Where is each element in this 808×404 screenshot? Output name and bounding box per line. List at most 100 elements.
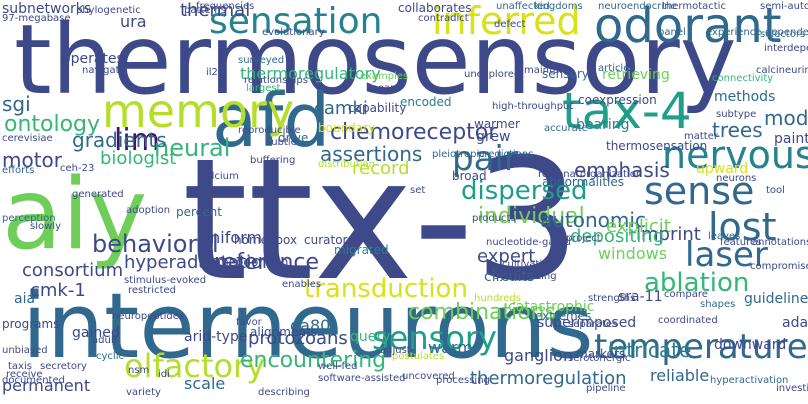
word-regional: predictions xyxy=(478,149,534,160)
word-thermosensation: coexpression xyxy=(578,93,657,107)
word-paint: retrieving xyxy=(602,67,670,83)
word-tax-4: tax-4 xyxy=(562,82,692,140)
word-nsm: secretory xyxy=(40,361,87,372)
word-memory: memory xyxy=(102,84,295,138)
word-tool: restricted xyxy=(128,285,176,296)
word-selectors: compare xyxy=(664,289,708,300)
word-cerevisiae: panel xyxy=(658,27,686,38)
word-aia: cmk-1 xyxy=(30,280,86,301)
word-subnetworks: programs xyxy=(2,317,60,331)
word-interdependence: article xyxy=(598,63,630,74)
word-taxis: unbiased xyxy=(2,345,48,356)
word-afd: afd xyxy=(212,78,331,164)
word-navigate: neurons xyxy=(716,173,757,184)
word-scale: intricate xyxy=(608,338,692,362)
word-shapes: serotonergic xyxy=(568,353,631,364)
word-compare: adult xyxy=(92,335,118,346)
word-cultivation: reproducible xyxy=(238,125,301,136)
word-accurate: cyclic xyxy=(96,351,124,362)
word-aiy: aiy xyxy=(2,158,148,272)
word-arid-type: ganglion xyxy=(504,346,574,365)
word-compact: pipeline xyxy=(586,383,626,394)
word-serotonergic: postulates xyxy=(392,351,445,362)
word-adjust: coordinated xyxy=(658,315,718,326)
word-adult: adjust xyxy=(380,345,411,356)
word-kingdoms: semi-automated xyxy=(760,1,808,12)
word-postulates: software-assisted xyxy=(318,373,406,384)
word-interneurons: interneurons xyxy=(22,274,594,379)
word-homeobox: broad xyxy=(452,169,487,183)
word-superimposed: windows xyxy=(598,244,668,263)
word-methods: subnetworks xyxy=(2,1,92,17)
word-pipeline: matter xyxy=(684,131,718,142)
word-semi-automated: frequencies xyxy=(196,1,255,12)
word-well-fed: neuropeptides xyxy=(112,311,185,322)
word-circuits: warm xyxy=(428,338,473,357)
word-thermoregulatory: upward xyxy=(696,161,749,177)
word-lost: lost xyxy=(708,205,777,249)
word-permanent: protozoans xyxy=(248,328,348,349)
word-defect: regional xyxy=(538,169,579,180)
word-features: calcineurin xyxy=(756,65,808,76)
word-relationships: interdependence xyxy=(764,43,808,54)
word-programs: alignments xyxy=(250,325,317,339)
word-ganglion: sra-11 xyxy=(618,289,663,305)
word-retrieving: ura xyxy=(120,12,147,31)
word-97-megabase: operates xyxy=(62,51,124,67)
word-high-throughput: enables xyxy=(282,279,322,290)
word-explicit: trees xyxy=(712,118,763,142)
word-nucleotide-gated: distribution xyxy=(318,159,375,170)
word-percent: downward xyxy=(714,337,787,353)
word-sensation: sensation xyxy=(209,1,383,42)
word-enables: features xyxy=(720,237,762,248)
word-reproducible: migrated xyxy=(334,243,389,257)
word-assertions: chemoreceptor xyxy=(330,120,498,145)
word-broad: thermoregulatory xyxy=(240,64,381,83)
word-temperature: temperature xyxy=(594,327,808,367)
word-transduction: transduction xyxy=(304,274,468,304)
word-investigate: shapes xyxy=(700,299,736,310)
word-neuropeptides: idi xyxy=(158,369,170,380)
word-subtype: investigate xyxy=(776,383,808,394)
word-describing: variety xyxy=(126,387,161,398)
word-guidelines: sensory xyxy=(542,67,589,81)
word-grew: paint xyxy=(774,131,808,147)
word-stimulus-evoked: nucleotide-gated xyxy=(486,237,571,248)
word-gradients: ontology xyxy=(4,112,101,137)
word-slowly: buffering xyxy=(250,155,296,166)
word-leaves: subtype xyxy=(716,109,757,120)
word-evolutionary: patterns xyxy=(184,5,226,16)
word-reference: reference xyxy=(214,250,320,275)
word-surveyed: connectivity xyxy=(712,73,774,84)
word-behavioral: behavioral xyxy=(92,230,219,258)
word-collaborates: homeodomain xyxy=(202,255,289,269)
word-phylogenetic: navigate xyxy=(82,65,126,76)
word-record: imprint xyxy=(636,224,701,245)
word-sensory-large: sensory xyxy=(372,319,497,357)
word-calcium: experience-dependent xyxy=(706,27,808,38)
word-camki: thermal xyxy=(180,0,251,21)
word-coexpression: guidelines xyxy=(744,291,808,307)
word-modalities: autonomic xyxy=(540,208,646,232)
word-olfactory: olfactory xyxy=(124,347,266,385)
word-distribution: encoded xyxy=(400,95,452,109)
word-set: receive xyxy=(6,369,43,380)
word-building: collaborates xyxy=(398,1,472,15)
word-consortium: consortium xyxy=(22,260,124,281)
word-alignments: scale xyxy=(184,374,226,393)
word-upward: markers xyxy=(576,347,626,361)
word-unaffected: neuroendocrine xyxy=(598,1,677,12)
word-favor: separates xyxy=(568,319,618,330)
word-experience-dependent: evolutionary xyxy=(262,27,325,38)
word-neuroendocrine: thermotactic xyxy=(662,1,726,12)
word-combinations: combinations xyxy=(408,300,557,325)
word-secretory: documented xyxy=(2,375,65,386)
word-restricted: project xyxy=(566,233,601,244)
word-documented: efforts xyxy=(2,165,35,176)
word-ura: gained xyxy=(72,325,120,341)
word-linear: maintain xyxy=(524,65,569,76)
word-intricate: circuits xyxy=(484,269,535,285)
word-query: ga80 xyxy=(290,316,331,335)
word-homeodomain: drive xyxy=(278,131,309,145)
word-contradict: kingdoms xyxy=(534,1,583,12)
